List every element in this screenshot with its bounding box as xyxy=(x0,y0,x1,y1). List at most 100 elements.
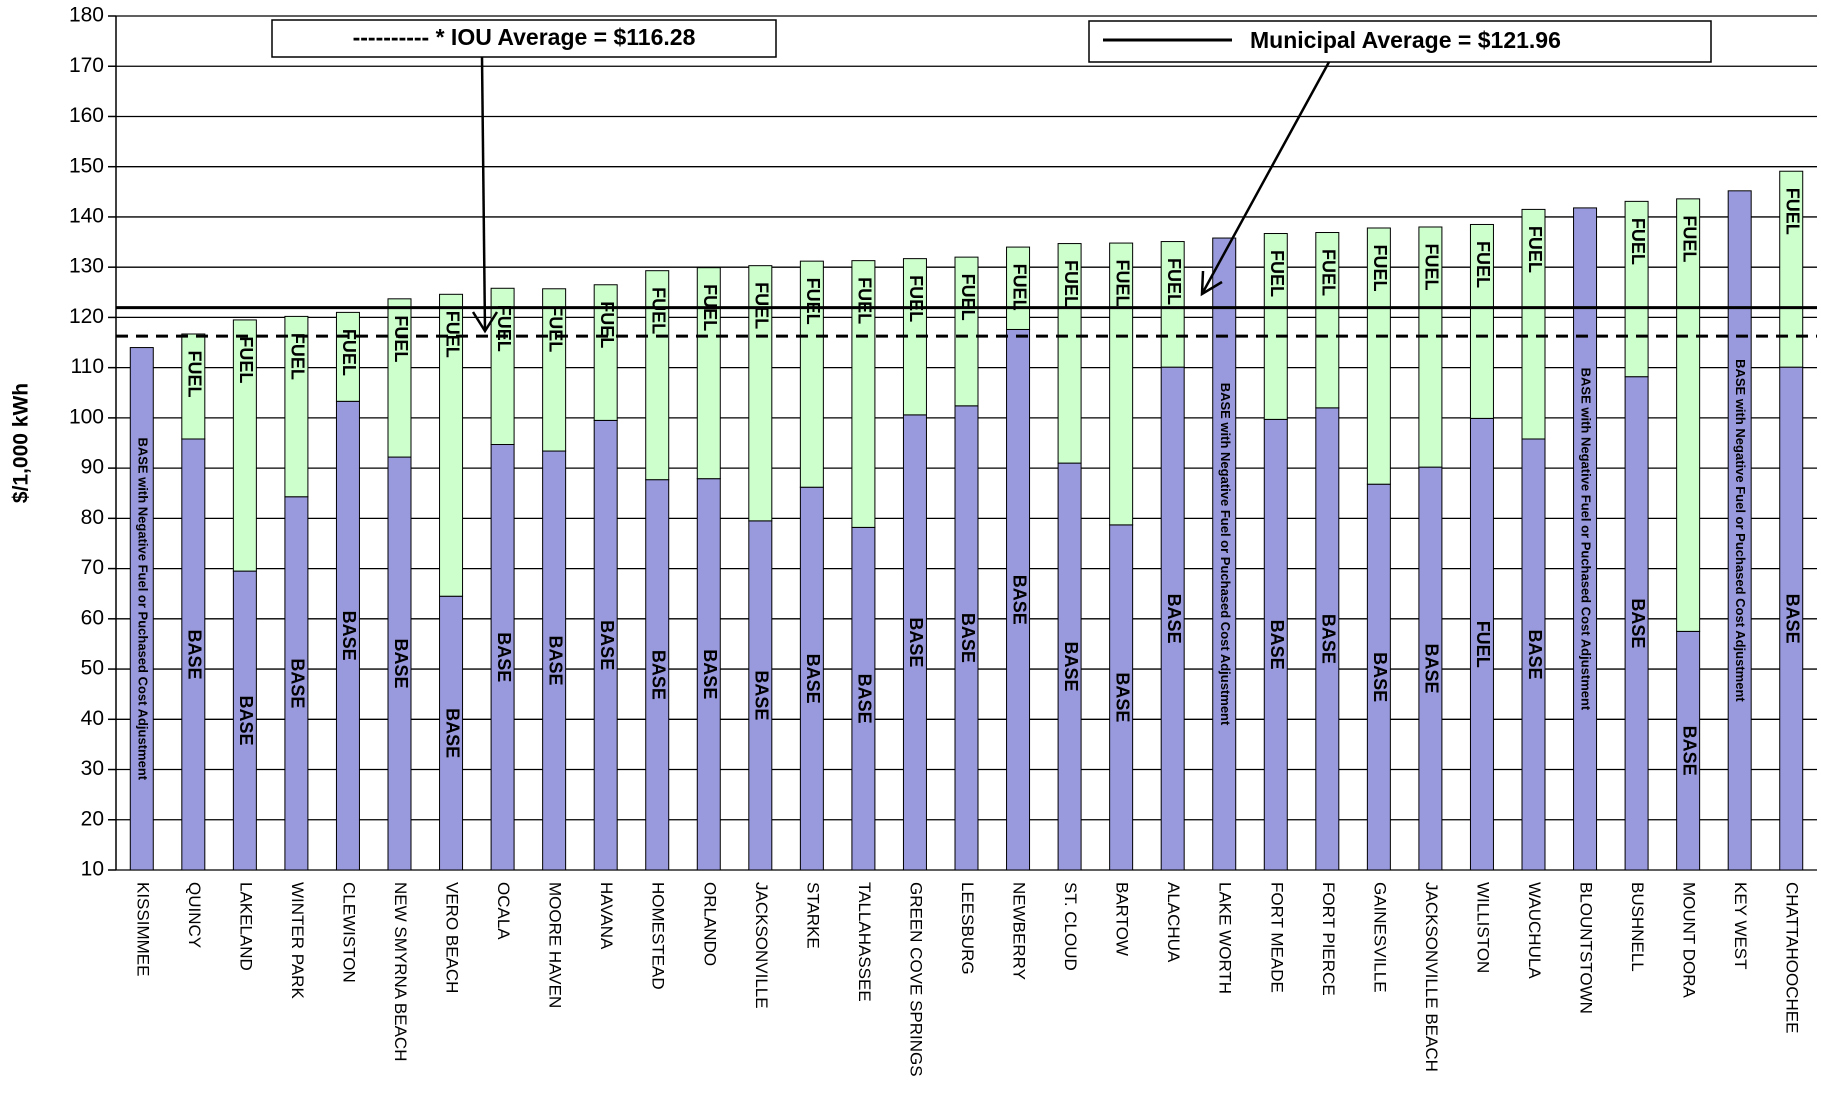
x-tick-label: STARKE xyxy=(803,882,822,949)
segment-label: BASE xyxy=(391,639,411,689)
plot-area: 10 20 30 40 50 60 70 80 90 100 110 120 130 140 150 160 1… xyxy=(69,4,1817,1077)
segment-label: BASE xyxy=(1628,598,1648,648)
y-tick-label: 70 xyxy=(81,556,104,579)
segment-label: BASE xyxy=(1112,672,1132,722)
bar-segment xyxy=(1521,208,1546,440)
segment-label: BASE xyxy=(700,649,720,699)
segment-label: FUEL xyxy=(236,336,256,383)
segment-label: BASE xyxy=(236,696,256,746)
bar-segment xyxy=(1469,223,1494,419)
bar-segment xyxy=(954,256,979,407)
segment-label: BASE xyxy=(442,708,462,758)
x-tick-label: WILLISTON xyxy=(1473,882,1492,973)
x-tick-label: TALLAHASSEE xyxy=(855,882,874,1002)
x-tick-label: ST. CLOUD xyxy=(1061,882,1080,971)
bar-segment xyxy=(129,347,154,871)
y-tick-label: 110 xyxy=(71,355,104,378)
x-tick-label: JACKSONVILLE BEACH xyxy=(1422,882,1441,1072)
segment-label: FUEL xyxy=(1061,260,1081,307)
y-tick-label: 120 xyxy=(69,305,104,328)
x-tick-label: OCALA xyxy=(494,882,513,940)
y-tick-label: 80 xyxy=(81,506,104,529)
x-tick-label: GREEN COVE SPRINGS xyxy=(906,882,925,1077)
segment-label: FUEL xyxy=(1009,264,1029,311)
segment-label: FUEL xyxy=(339,329,359,376)
segment-label: BASE xyxy=(1422,644,1442,694)
segment-label: FUEL xyxy=(1267,250,1287,297)
segment-label: BASE xyxy=(1679,726,1699,776)
x-tick-label: LAKE WORTH xyxy=(1216,882,1235,994)
segment-label: FUEL xyxy=(906,275,926,322)
segment-label: BASE xyxy=(906,617,926,667)
segment-label: BASE xyxy=(855,674,875,724)
segment-label: FUEL xyxy=(1782,188,1802,235)
segment-label: BASE xyxy=(1370,652,1390,702)
segment-label: FUEL xyxy=(1525,226,1545,273)
segment-label: FUEL xyxy=(1370,244,1390,291)
segment-label: FUEL xyxy=(752,282,772,329)
segment-label: FUEL xyxy=(958,274,978,321)
x-tick-label: FORT MEADE xyxy=(1267,882,1286,993)
segment-label: FUEL xyxy=(1628,218,1648,265)
x-tick-label: FORT PIERCE xyxy=(1319,882,1338,996)
segment-label: BASE xyxy=(1009,575,1029,625)
y-tick-label: 100 xyxy=(69,405,104,428)
y-tick-label: 140 xyxy=(69,204,104,227)
y-tick-label: 40 xyxy=(81,707,104,730)
bar-segment xyxy=(1727,190,1752,871)
y-tick-label: 150 xyxy=(69,154,104,177)
y-tick-label: 160 xyxy=(69,104,104,127)
segment-label: FUEL xyxy=(288,333,308,380)
segment-label: BASE xyxy=(752,670,772,720)
segment-label: BASE with Negative Fuel or Puchased Cost… xyxy=(1733,359,1748,702)
segment-label: FUEL xyxy=(1473,241,1493,288)
x-tick-label: BARTOW xyxy=(1113,882,1132,956)
bar-segment xyxy=(1624,200,1649,378)
y-tick-label: 130 xyxy=(69,255,104,278)
x-tick-label: BLOUNTSTOWN xyxy=(1577,882,1596,1014)
x-tick-label: ALACHUA xyxy=(1164,882,1183,963)
segment-label: FUEL xyxy=(648,287,668,334)
x-tick-label: CHATTAHOOCHEE xyxy=(1783,882,1802,1033)
x-tick-label: KISSIMMEE xyxy=(133,882,152,976)
bar-segment xyxy=(1779,170,1804,368)
bar-segment xyxy=(490,287,515,446)
annotations: ---------- * IOU Average = $116.28 Munic… xyxy=(271,19,1712,334)
arrow-head xyxy=(1200,270,1223,297)
segment-label: FUEL xyxy=(442,311,462,358)
x-tick-label: ORLANDO xyxy=(700,882,719,966)
y-tick-label: 50 xyxy=(81,657,104,680)
x-tick-label: WINTER PARK xyxy=(288,882,307,999)
x-tick-label: NEW SMYRNA BEACH xyxy=(391,882,410,1061)
bar-segment xyxy=(1057,243,1082,464)
x-tick-label: NEWBERRY xyxy=(1010,882,1029,980)
segment-label: BASE xyxy=(545,636,565,686)
bar-segment xyxy=(593,284,618,421)
bar-segment xyxy=(748,265,773,522)
annotation-box xyxy=(271,19,777,58)
segment-label: FUEL xyxy=(855,277,875,324)
y-tick-label: 90 xyxy=(81,456,104,479)
segment-label: FUEL xyxy=(1679,215,1699,262)
segment-label: BASE with Negative Fuel or Puchased Cost… xyxy=(1579,368,1594,711)
y-tick-label: 60 xyxy=(81,606,104,629)
segment-label: BASE with Negative Fuel or Puchased Cost… xyxy=(135,437,150,780)
segment-label: BASE xyxy=(288,658,308,708)
segment-label: BASE with Negative Fuel or Puchased Cost… xyxy=(1218,383,1233,726)
segment-label: FUEL xyxy=(803,278,823,325)
segment-label: BASE xyxy=(1319,614,1339,664)
segment-label: BASE xyxy=(1164,594,1184,644)
bar-segment xyxy=(799,260,824,488)
bar-segment xyxy=(387,298,412,458)
segment-label: FUEL xyxy=(545,305,565,352)
bar-segment xyxy=(696,267,721,480)
segment-label: BASE xyxy=(1267,620,1287,670)
arrow xyxy=(480,56,487,332)
y-tick-label: 10 xyxy=(81,858,104,881)
segment-label: FUEL xyxy=(391,315,411,362)
segment-label: BASE xyxy=(1061,642,1081,692)
x-tick-label: LEESBURG xyxy=(958,882,977,975)
segment-label: FUEL xyxy=(1112,260,1132,307)
x-tick-label: JACKSONVILLE xyxy=(752,882,771,1009)
